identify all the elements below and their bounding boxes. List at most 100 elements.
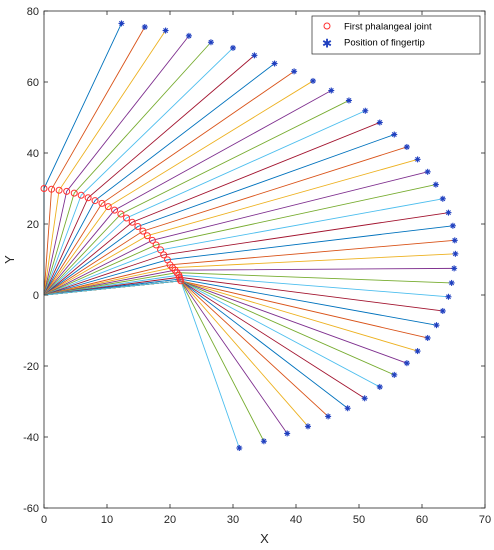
y-tick-label: 0	[33, 290, 39, 302]
fingertip-marker	[424, 334, 431, 341]
x-tick-label: 60	[416, 514, 428, 526]
fingertip-marker	[141, 23, 148, 30]
fingertip-marker	[251, 52, 258, 59]
y-tick-label: 60	[27, 77, 39, 89]
link-line	[43, 212, 449, 296]
x-axis-title: X	[260, 531, 269, 546]
fingertip-marker	[448, 279, 455, 286]
fingertip-marker	[345, 97, 352, 104]
fingertip-marker	[451, 237, 458, 244]
link-line	[43, 70, 295, 296]
link-line	[43, 41, 212, 296]
joint-marker	[98, 199, 106, 207]
fingertip-marker	[452, 250, 459, 257]
joint-marker	[40, 185, 48, 192]
link-line	[43, 276, 443, 312]
fingertip-marker	[236, 445, 243, 452]
fingertip-marker	[328, 87, 335, 94]
link-line	[43, 239, 455, 296]
legend-label-fingertip: Position of fingertip	[344, 38, 425, 49]
fingertip-marker	[391, 371, 398, 378]
link-line	[43, 198, 443, 296]
series-markers	[40, 20, 459, 452]
joint-marker	[55, 186, 63, 194]
fingertip-marker	[403, 143, 410, 150]
fingertip-marker	[310, 77, 317, 84]
link-line	[43, 63, 275, 296]
joint-marker	[157, 246, 165, 254]
joint-marker	[152, 241, 160, 249]
fingertip-marker	[162, 27, 169, 34]
fingertip-marker	[284, 430, 291, 437]
joint-marker	[104, 203, 112, 211]
link-line	[43, 26, 146, 296]
fingertip-marker	[376, 383, 383, 390]
link-line	[43, 225, 453, 296]
fingertip-marker	[424, 168, 431, 175]
link-line	[43, 47, 234, 296]
link-line	[43, 100, 350, 296]
fingertip-marker	[118, 20, 125, 27]
joint-marker	[134, 222, 142, 230]
fingertip-marker	[414, 348, 421, 355]
x-tick-label: 40	[290, 514, 302, 526]
joint-marker	[143, 232, 151, 240]
fingertip-marker	[439, 307, 446, 314]
y-tick-label: -20	[23, 361, 39, 373]
joint-marker	[148, 236, 156, 244]
link-line	[43, 122, 380, 296]
link-line	[43, 80, 314, 296]
link-line	[43, 278, 437, 326]
fingertip-marker	[449, 222, 456, 229]
link-lines	[43, 23, 456, 449]
joint-marker	[70, 189, 78, 197]
legend-box	[311, 15, 481, 55]
fingertip-marker	[432, 181, 439, 188]
joint-marker	[123, 214, 131, 222]
x-tick-label: 70	[479, 514, 491, 526]
joint-marker	[91, 197, 99, 205]
fingertip-marker	[451, 265, 458, 272]
link-line	[43, 146, 408, 296]
fingertip-marker	[376, 119, 383, 126]
fingertip-marker	[445, 293, 452, 300]
x-tick-label: 10	[101, 514, 113, 526]
fingertip-marker	[439, 195, 446, 202]
link-line	[43, 158, 418, 296]
joint-marker	[160, 251, 168, 259]
y-tick-label: 20	[27, 219, 39, 231]
fingertip-marker	[304, 423, 311, 430]
link-line	[43, 55, 255, 296]
fingertip-marker	[185, 32, 192, 39]
y-axis-title: Y	[2, 255, 17, 264]
y-tick-label: -60	[23, 503, 39, 515]
link-line	[43, 280, 240, 449]
fingertip-marker	[291, 68, 298, 75]
axis-ticks: 0 10 20 30 40 50 60 70 -60 -40 -20 0 20 40 60 80	[23, 6, 491, 526]
x-tick-label: 50	[353, 514, 365, 526]
link-line	[43, 134, 395, 296]
joint-marker	[77, 191, 85, 199]
fingertip-marker	[361, 395, 368, 402]
joint-marker	[177, 277, 185, 285]
y-tick-label: -40	[23, 432, 39, 444]
x-tick-label: 30	[227, 514, 239, 526]
x-tick-label: 20	[164, 514, 176, 526]
link-line	[43, 110, 366, 296]
fingertip-marker	[445, 209, 452, 216]
link-line	[43, 35, 190, 296]
fingertip-marker	[362, 107, 369, 114]
legend-star-icon: ✱	[322, 37, 332, 51]
link-line	[43, 30, 166, 296]
fingertip-marker	[391, 131, 398, 138]
joint-marker	[84, 194, 92, 202]
x-tick-label: 0	[41, 514, 47, 526]
fingertip-marker	[271, 60, 278, 67]
fingertip-marker	[433, 322, 440, 329]
fingertip-marker	[344, 405, 351, 412]
joint-marker	[139, 227, 147, 235]
legend-label-joint: First phalangeal joint	[344, 22, 432, 33]
link-line	[43, 171, 428, 296]
fingertip-marker	[260, 438, 267, 445]
